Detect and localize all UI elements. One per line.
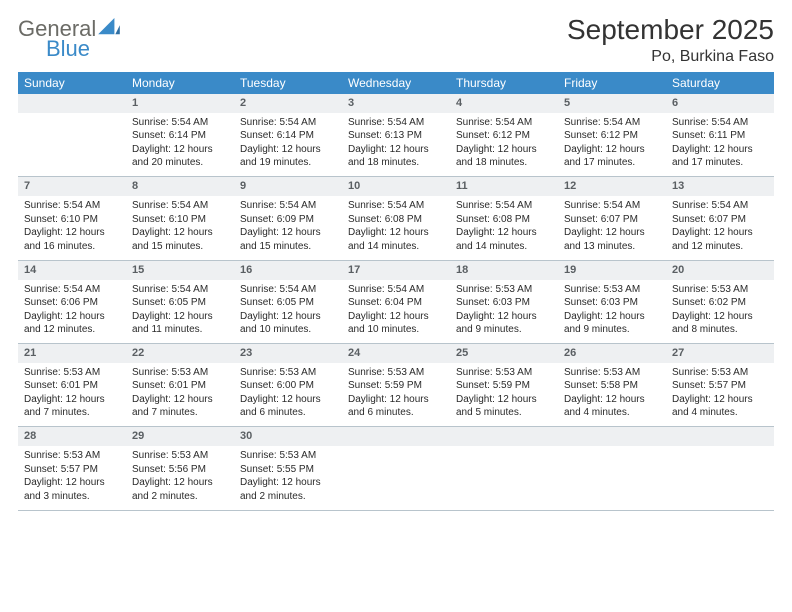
day-number: 6: [666, 94, 774, 113]
day-number: 9: [234, 177, 342, 196]
day-number: 12: [558, 177, 666, 196]
day-number: 18: [450, 260, 558, 279]
day-cell: Sunrise: 5:53 AM Sunset: 6:01 PM Dayligh…: [18, 363, 126, 427]
day-cell: [558, 446, 666, 510]
day-number: 21: [18, 344, 126, 363]
weekday-header-row: Sunday Monday Tuesday Wednesday Thursday…: [18, 72, 774, 94]
day-number: 1: [126, 94, 234, 113]
day-cell: [18, 113, 126, 177]
weekday-header: Tuesday: [234, 72, 342, 94]
day-cell: Sunrise: 5:54 AM Sunset: 6:10 PM Dayligh…: [18, 196, 126, 260]
day-number: [342, 427, 450, 446]
weekday-header: Thursday: [450, 72, 558, 94]
day-cell: Sunrise: 5:53 AM Sunset: 5:57 PM Dayligh…: [18, 446, 126, 510]
day-number: 3: [342, 94, 450, 113]
daynum-row: 14151617181920: [18, 260, 774, 279]
weekday-header: Monday: [126, 72, 234, 94]
calendar-body: 123456Sunrise: 5:54 AM Sunset: 6:14 PM D…: [18, 94, 774, 510]
title-block: September 2025 Po, Burkina Faso: [567, 14, 774, 66]
weekday-header: Sunday: [18, 72, 126, 94]
day-number: [18, 94, 126, 113]
day-cell: Sunrise: 5:54 AM Sunset: 6:13 PM Dayligh…: [342, 113, 450, 177]
day-number: 5: [558, 94, 666, 113]
day-cell: Sunrise: 5:53 AM Sunset: 6:00 PM Dayligh…: [234, 363, 342, 427]
day-cell: Sunrise: 5:53 AM Sunset: 5:58 PM Dayligh…: [558, 363, 666, 427]
day-cell: Sunrise: 5:54 AM Sunset: 6:08 PM Dayligh…: [450, 196, 558, 260]
day-number: 22: [126, 344, 234, 363]
day-cell: Sunrise: 5:54 AM Sunset: 6:07 PM Dayligh…: [666, 196, 774, 260]
brand-word-2: Blue: [46, 38, 96, 60]
day-number: 26: [558, 344, 666, 363]
day-number: 11: [450, 177, 558, 196]
daynum-row: 282930: [18, 427, 774, 446]
day-cell: Sunrise: 5:53 AM Sunset: 6:02 PM Dayligh…: [666, 280, 774, 344]
day-cell: Sunrise: 5:54 AM Sunset: 6:05 PM Dayligh…: [234, 280, 342, 344]
day-cell: Sunrise: 5:54 AM Sunset: 6:05 PM Dayligh…: [126, 280, 234, 344]
brand-sail-icon: [98, 18, 120, 36]
day-number: 20: [666, 260, 774, 279]
day-number: 2: [234, 94, 342, 113]
location-label: Po, Burkina Faso: [567, 48, 774, 66]
day-cell: Sunrise: 5:54 AM Sunset: 6:09 PM Dayligh…: [234, 196, 342, 260]
day-number: 16: [234, 260, 342, 279]
daynum-row: 78910111213: [18, 177, 774, 196]
day-number: 15: [126, 260, 234, 279]
brand-text: General Blue: [18, 18, 96, 60]
day-number: 24: [342, 344, 450, 363]
day-number: [666, 427, 774, 446]
day-cell: Sunrise: 5:54 AM Sunset: 6:04 PM Dayligh…: [342, 280, 450, 344]
day-cell: Sunrise: 5:54 AM Sunset: 6:12 PM Dayligh…: [558, 113, 666, 177]
day-number: 19: [558, 260, 666, 279]
day-cell: Sunrise: 5:54 AM Sunset: 6:07 PM Dayligh…: [558, 196, 666, 260]
day-content-row: Sunrise: 5:54 AM Sunset: 6:06 PM Dayligh…: [18, 280, 774, 344]
brand-logo: General Blue: [18, 14, 120, 60]
day-cell: Sunrise: 5:53 AM Sunset: 6:03 PM Dayligh…: [450, 280, 558, 344]
day-number: 23: [234, 344, 342, 363]
month-title: September 2025: [567, 14, 774, 46]
day-number: [558, 427, 666, 446]
day-cell: Sunrise: 5:53 AM Sunset: 5:59 PM Dayligh…: [342, 363, 450, 427]
day-cell: Sunrise: 5:54 AM Sunset: 6:06 PM Dayligh…: [18, 280, 126, 344]
day-number: 30: [234, 427, 342, 446]
daynum-row: 21222324252627: [18, 344, 774, 363]
weekday-header: Saturday: [666, 72, 774, 94]
day-number: 7: [18, 177, 126, 196]
header: General Blue September 2025 Po, Burkina …: [18, 14, 774, 66]
day-number: 8: [126, 177, 234, 196]
calendar-table: Sunday Monday Tuesday Wednesday Thursday…: [18, 72, 774, 511]
day-cell: Sunrise: 5:54 AM Sunset: 6:14 PM Dayligh…: [234, 113, 342, 177]
day-cell: Sunrise: 5:54 AM Sunset: 6:11 PM Dayligh…: [666, 113, 774, 177]
daynum-row: 123456: [18, 94, 774, 113]
day-number: 13: [666, 177, 774, 196]
day-cell: Sunrise: 5:53 AM Sunset: 5:59 PM Dayligh…: [450, 363, 558, 427]
day-content-row: Sunrise: 5:53 AM Sunset: 6:01 PM Dayligh…: [18, 363, 774, 427]
day-number: 10: [342, 177, 450, 196]
day-content-row: Sunrise: 5:53 AM Sunset: 5:57 PM Dayligh…: [18, 446, 774, 510]
day-content-row: Sunrise: 5:54 AM Sunset: 6:14 PM Dayligh…: [18, 113, 774, 177]
weekday-header: Wednesday: [342, 72, 450, 94]
day-cell: Sunrise: 5:53 AM Sunset: 5:57 PM Dayligh…: [666, 363, 774, 427]
day-number: 27: [666, 344, 774, 363]
day-cell: Sunrise: 5:54 AM Sunset: 6:12 PM Dayligh…: [450, 113, 558, 177]
day-number: 14: [18, 260, 126, 279]
day-cell: Sunrise: 5:54 AM Sunset: 6:14 PM Dayligh…: [126, 113, 234, 177]
day-cell: Sunrise: 5:53 AM Sunset: 5:55 PM Dayligh…: [234, 446, 342, 510]
day-number: 28: [18, 427, 126, 446]
day-cell: Sunrise: 5:53 AM Sunset: 5:56 PM Dayligh…: [126, 446, 234, 510]
day-cell: [450, 446, 558, 510]
day-number: [450, 427, 558, 446]
day-content-row: Sunrise: 5:54 AM Sunset: 6:10 PM Dayligh…: [18, 196, 774, 260]
day-cell: [342, 446, 450, 510]
day-number: 29: [126, 427, 234, 446]
day-cell: Sunrise: 5:54 AM Sunset: 6:08 PM Dayligh…: [342, 196, 450, 260]
day-number: 17: [342, 260, 450, 279]
weekday-header: Friday: [558, 72, 666, 94]
day-number: 4: [450, 94, 558, 113]
day-cell: Sunrise: 5:53 AM Sunset: 6:03 PM Dayligh…: [558, 280, 666, 344]
day-cell: Sunrise: 5:54 AM Sunset: 6:10 PM Dayligh…: [126, 196, 234, 260]
day-cell: [666, 446, 774, 510]
day-cell: Sunrise: 5:53 AM Sunset: 6:01 PM Dayligh…: [126, 363, 234, 427]
day-number: 25: [450, 344, 558, 363]
